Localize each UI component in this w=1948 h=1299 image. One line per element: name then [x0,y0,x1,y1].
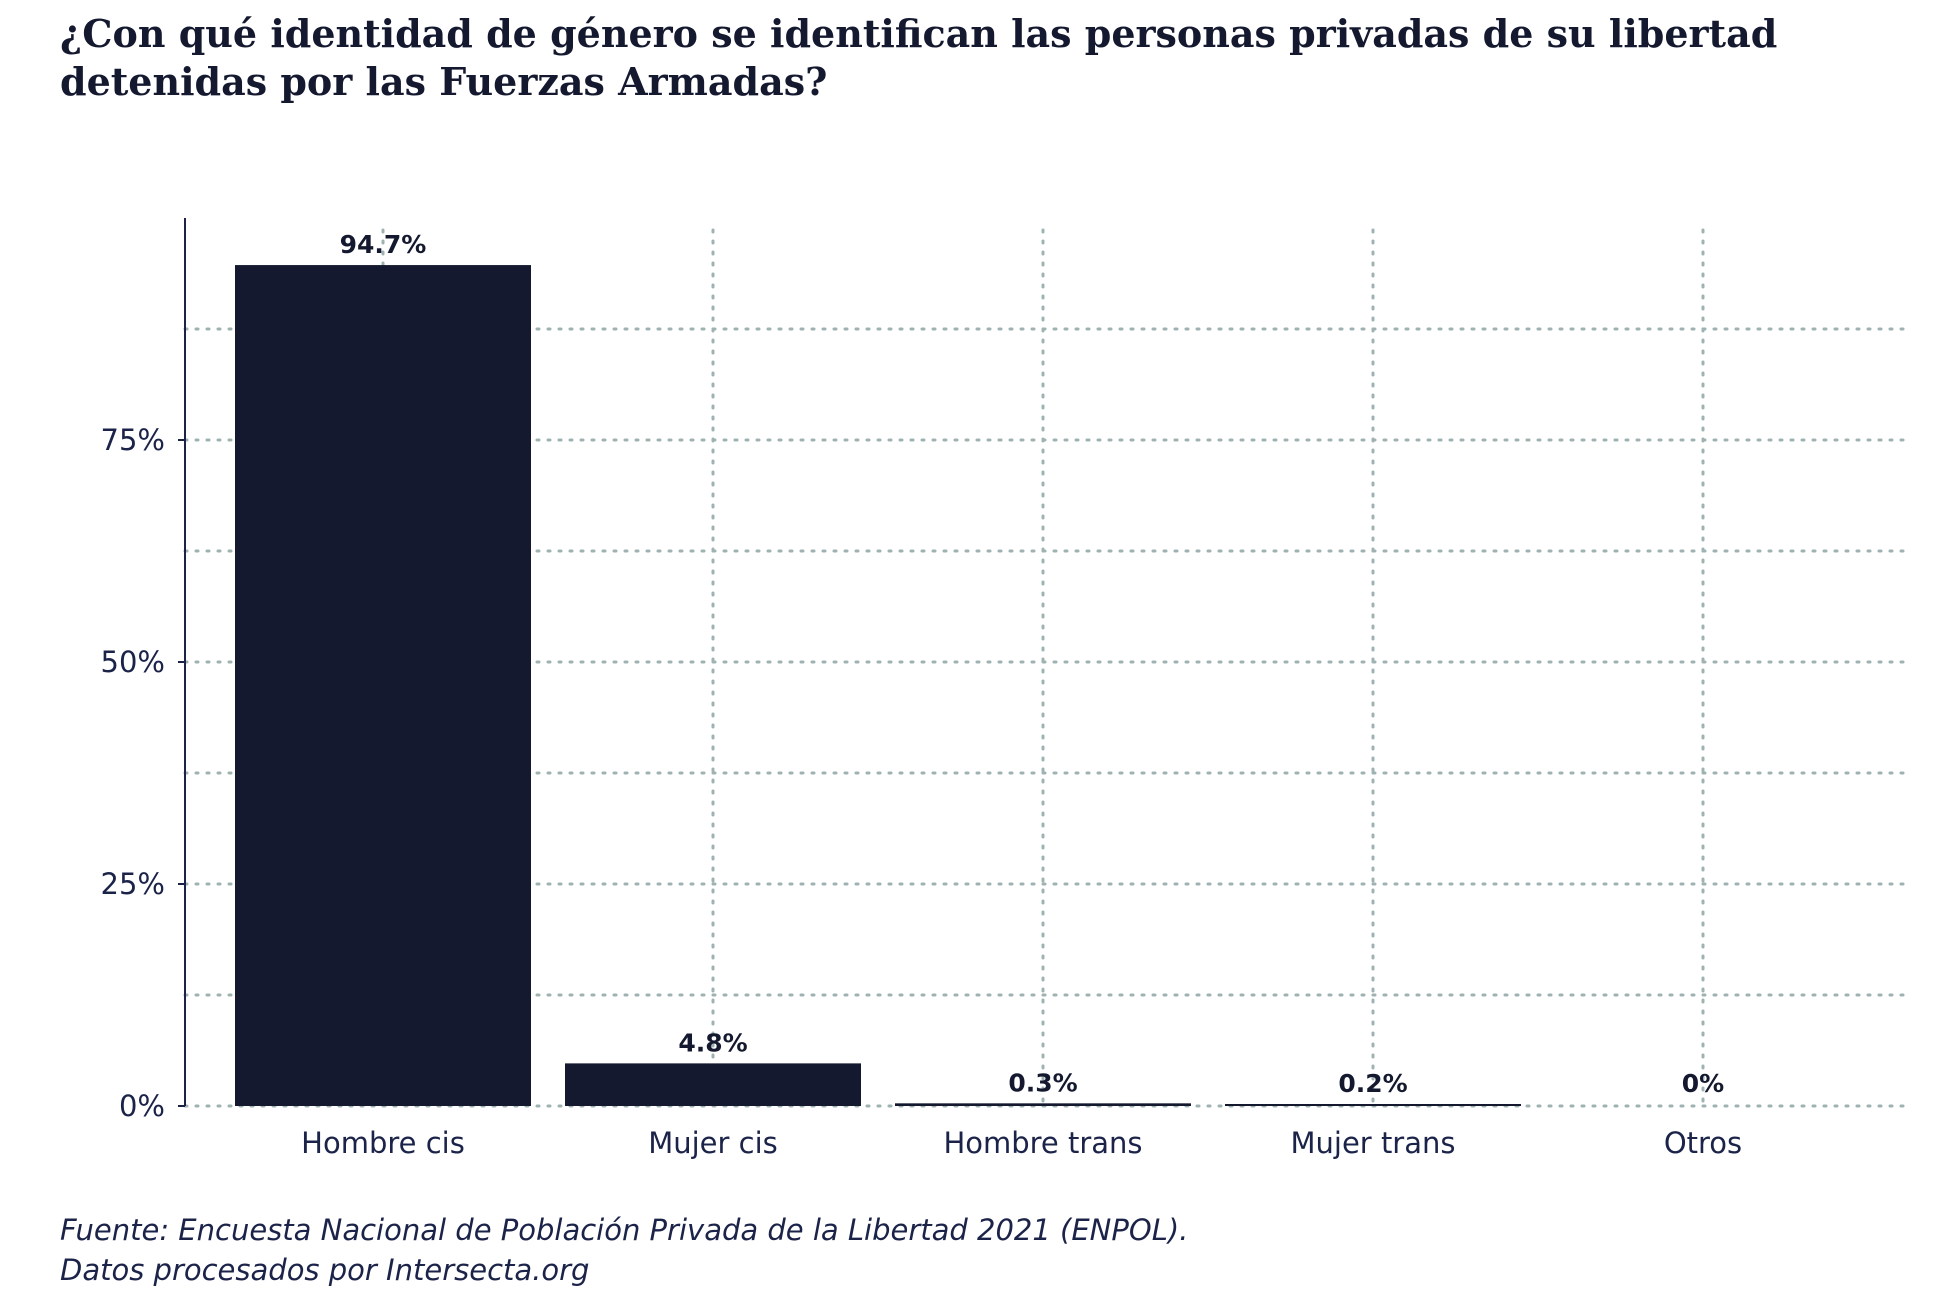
y-tick-label: 75% [101,423,165,457]
bar-3 [1225,1104,1521,1106]
x-tick-label: Hombre trans [943,1126,1142,1160]
data-label: 0.2% [1338,1069,1407,1098]
data-label: 94.7% [340,230,427,259]
data-label: 4.8% [678,1028,747,1057]
source-caption: Fuente: Encuesta Nacional de Población P… [60,1210,1860,1290]
data-label: 0.3% [1008,1068,1077,1097]
x-tick-label: Mujer cis [648,1126,778,1160]
bar-2 [895,1103,1191,1106]
labels: 0% 25% 50% 75% Hombre cis 94.7% Mujer cis 4.8% H… [101,230,1743,1160]
credit-line: Datos procesados por Intersecta.org [60,1253,590,1287]
y-tick-label: 0% [119,1089,165,1123]
bars [235,265,1521,1107]
data-label: 0% [1682,1069,1724,1098]
x-tick-label: Hombre cis [301,1126,465,1160]
axes [178,218,186,1107]
source-line: Fuente: Encuesta Nacional de Población P… [60,1213,1189,1247]
x-tick-label: Mujer trans [1291,1126,1456,1160]
x-tick-label: Otros [1664,1126,1742,1160]
y-tick-label: 25% [101,867,165,901]
bar-1 [565,1063,861,1106]
bar-0 [235,265,531,1107]
y-tick-label: 50% [101,645,165,679]
chart-title: ¿Con qué identidad de género se identifi… [60,11,1778,104]
